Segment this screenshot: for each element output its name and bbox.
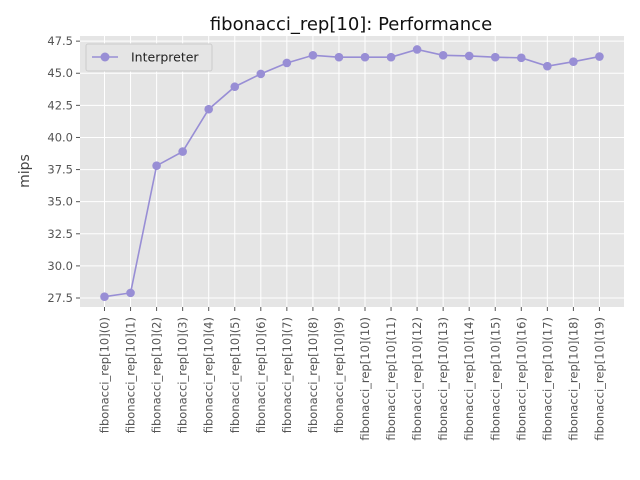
legend-label: Interpreter [131,50,199,65]
data-point [595,52,604,61]
x-tick-label: fibonacci_rep[10](12) [410,317,424,441]
x-tick-label: fibonacci_rep[10](7) [280,317,294,433]
plot-background [80,36,624,307]
series-layer [100,45,604,302]
data-point [412,45,422,54]
legend-box [85,43,213,72]
y-tick-label: 27.5 [47,291,73,305]
series-line [104,48,600,298]
x-tick-label: fibonacci_rep[10](5) [228,317,242,433]
y-tick-label: 37.5 [47,163,73,177]
x-tick-label: fibonacci_rep[10](14) [462,317,476,441]
axes: 27.5 30.0 32.5 35.0 37.5 40.0 42.5 45.0 47.5 fibo… [47,34,606,440]
data-point [517,53,526,63]
data-point [152,161,161,171]
data-point [490,52,500,62]
x-tick-label: fibonacci_rep[10](18) [566,317,580,441]
data-point [100,292,109,302]
x-tick-label: fibonacci_rep[10](2) [150,317,164,433]
data-point [438,50,448,60]
data-point [230,82,240,92]
legend: Interpreter [85,43,213,72]
legend-point-marker [100,52,110,62]
x-tick-label: fibonacci_rep[10](3) [176,317,190,433]
chart-title: fibonacci_rep[10]: Performance [210,14,492,35]
x-tick-label: fibonacci_rep[10](0) [98,317,112,433]
data-point [386,52,396,62]
data-point [334,52,344,62]
data-point [204,104,213,114]
x-tick-label: fibonacci_rep[10](11) [384,317,398,441]
y-tick-label: 32.5 [47,227,73,241]
data-point [282,58,292,68]
x-tick-label: fibonacci_rep[10](8) [306,317,320,433]
x-tick-label: fibonacci_rep[10](13) [436,317,450,441]
x-tick-label: fibonacci_rep[10](4) [202,317,216,433]
grid [80,36,624,307]
x-tick-label: fibonacci_rep[10](17) [540,317,554,441]
x-tick-label: fibonacci_rep[10](1) [124,317,138,433]
data-point [308,50,318,60]
y-tick-label: 45.0 [47,66,73,80]
data-point [360,52,370,62]
y-tick-label: 47.5 [47,34,73,48]
x-tick-label: fibonacci_rep[10](15) [488,317,502,441]
y-tick-label: 42.5 [47,98,73,112]
x-tick-label: fibonacci_rep[10](9) [332,317,346,433]
data-point [178,147,187,156]
data-point [464,51,474,61]
y-tick-label: 30.0 [47,259,73,273]
y-tick-label: 40.0 [47,130,73,144]
x-tick-label: fibonacci_rep[10](16) [514,317,528,441]
data-point [569,57,578,66]
x-tick-label: fibonacci_rep[10](10) [358,317,372,441]
x-tick-label: fibonacci_rep[10](19) [592,317,606,441]
x-tick-label: fibonacci_rep[10](6) [254,317,268,433]
data-point [543,61,552,71]
y-axis-label: mips [17,154,33,188]
data-point [126,288,135,298]
data-point [256,69,266,79]
y-tick-label: 35.0 [47,195,73,209]
